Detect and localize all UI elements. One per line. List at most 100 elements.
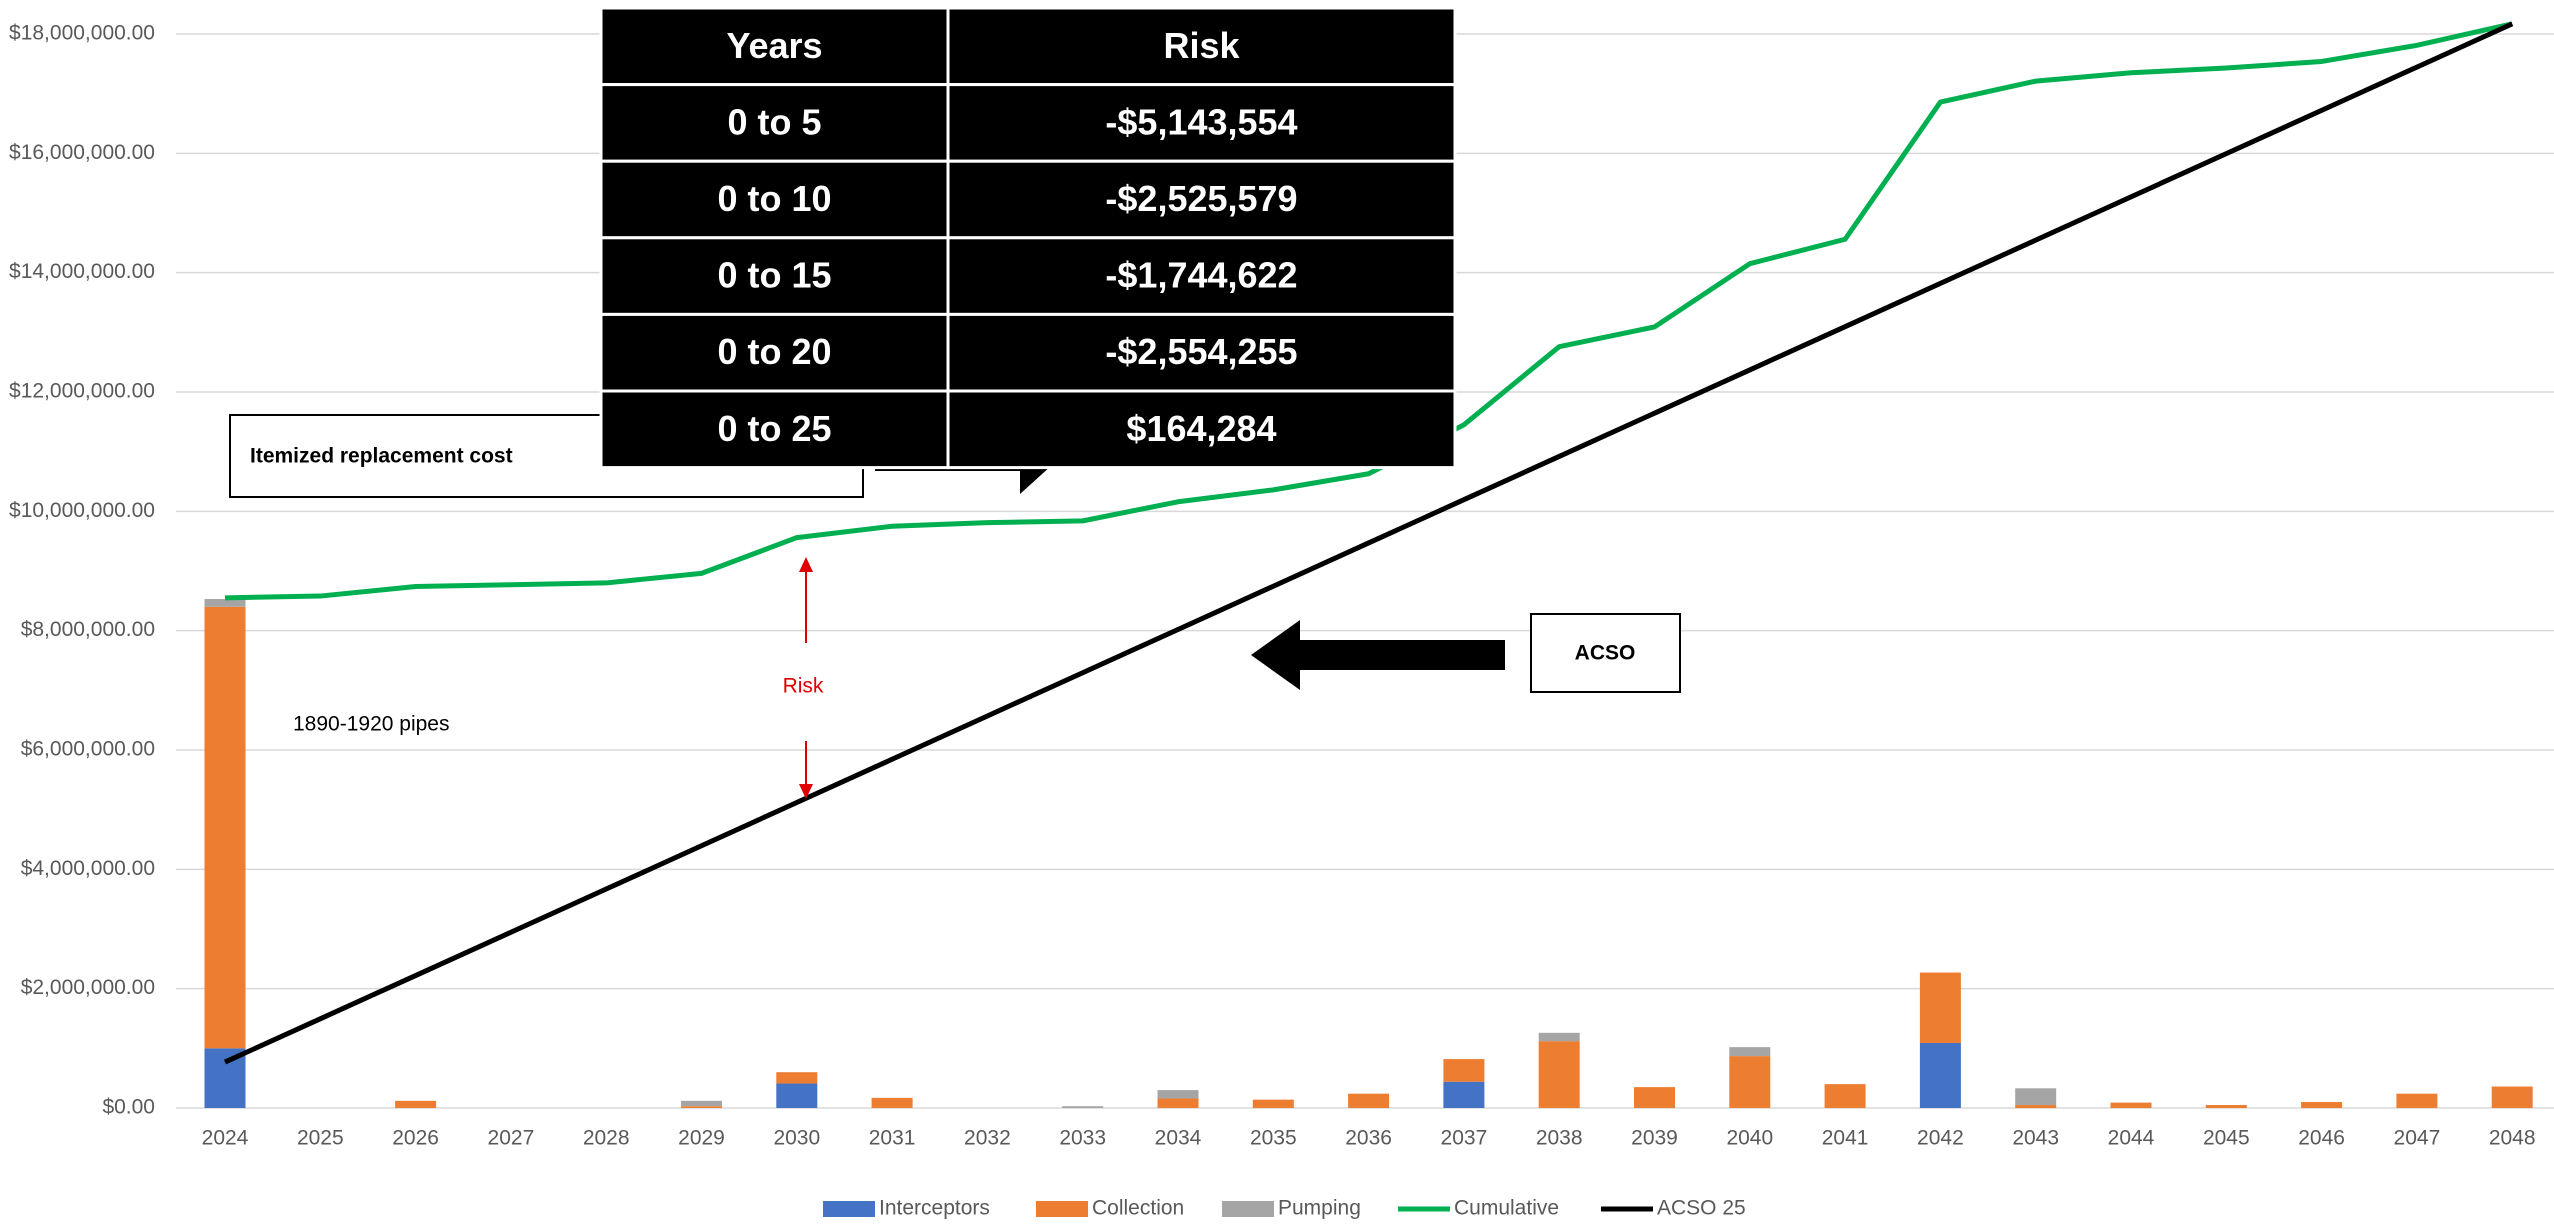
legend-label: ACSO 25 xyxy=(1657,1197,1746,1220)
x-tick-label: 2029 xyxy=(678,1127,725,1150)
x-tick-label: 2037 xyxy=(1441,1127,1488,1150)
table-cell xyxy=(599,389,950,470)
x-tick-label: 2046 xyxy=(2298,1127,2345,1150)
table-text: Years xyxy=(726,25,822,66)
table-cell xyxy=(946,6,1457,87)
x-tick-label: 2041 xyxy=(1822,1127,1869,1150)
legend-swatch xyxy=(1036,1201,1088,1217)
legend-swatch xyxy=(823,1201,875,1217)
legend: Interceptors Collection Pumping Cumulative A… xyxy=(823,1197,1746,1220)
table-text: 0 to 15 xyxy=(717,255,831,296)
bar xyxy=(681,1100,722,1107)
arrow-head xyxy=(799,557,813,572)
bar xyxy=(2015,1088,2057,1106)
bar xyxy=(1252,1099,1294,1108)
legend-label: Interceptors xyxy=(879,1197,990,1220)
bar xyxy=(204,599,246,607)
x-tick-label: 2036 xyxy=(1345,1127,1392,1150)
x-tick-label: 2048 xyxy=(2489,1127,2536,1150)
bar xyxy=(2491,1086,2533,1108)
bar xyxy=(1919,972,1961,1043)
x-tick-label: 2027 xyxy=(488,1127,535,1150)
y-tick-label: $4,000,000.00 xyxy=(21,857,155,880)
table-cell xyxy=(946,389,1457,470)
bar xyxy=(1062,1106,1104,1108)
y-tick-label: $18,000,000.00 xyxy=(9,22,155,45)
x-tick-label: 2030 xyxy=(773,1127,820,1150)
line xyxy=(223,21,2514,1065)
table-cell xyxy=(599,6,950,87)
legend-label: Cumulative xyxy=(1454,1197,1559,1220)
table-text: $164,284 xyxy=(1126,408,1276,449)
table-text: 0 to 5 xyxy=(727,101,821,142)
bar xyxy=(2110,1102,2152,1108)
bar xyxy=(1729,1056,1771,1108)
table-text: -$5,143,554 xyxy=(1105,101,1297,142)
bar xyxy=(1538,1032,1580,1042)
legend-label: Pumping xyxy=(1278,1197,1361,1220)
bar xyxy=(681,1106,722,1108)
x-tick-label: 2026 xyxy=(392,1127,439,1150)
bar xyxy=(776,1072,818,1084)
bar xyxy=(204,606,246,1049)
bar xyxy=(1443,1059,1485,1082)
bar xyxy=(1157,1090,1199,1099)
y-tick-label: $14,000,000.00 xyxy=(9,260,155,283)
bar xyxy=(871,1097,913,1108)
x-tick-label: 2033 xyxy=(1059,1127,1106,1150)
bar xyxy=(1824,1084,1866,1108)
legend-swatch xyxy=(1222,1201,1274,1217)
x-tick-label: 2040 xyxy=(1726,1127,1773,1150)
line xyxy=(224,21,2513,601)
table-text: -$1,744,622 xyxy=(1105,255,1297,296)
table-cell xyxy=(599,312,950,393)
y-tick-label: $8,000,000.00 xyxy=(21,618,155,641)
marks xyxy=(204,21,2533,1108)
annotation: Risk xyxy=(783,675,824,698)
table: Years Risk 0 to 5 -$5,143,554 0 to 10 -$2,525… xyxy=(599,6,1457,470)
y-tick-label: $0.00 xyxy=(102,1096,155,1119)
annotation: 1890-1920 pipes xyxy=(293,713,449,736)
y-tick-label: $2,000,000.00 xyxy=(21,976,155,999)
bar xyxy=(2396,1093,2438,1108)
x-tick-label: 2039 xyxy=(1631,1127,1678,1150)
annotation: Itemized replacement cost xyxy=(250,445,513,468)
table-text: 0 to 25 xyxy=(717,408,831,449)
bar xyxy=(1348,1093,1390,1108)
x-tick-label: 2031 xyxy=(869,1127,916,1150)
bar xyxy=(776,1083,818,1108)
x-tick-label: 2032 xyxy=(964,1127,1011,1150)
arrow-head xyxy=(799,784,813,799)
table-text: -$2,554,255 xyxy=(1105,331,1297,372)
x-tick-label: 2042 xyxy=(1917,1127,1964,1150)
bar xyxy=(1157,1098,1199,1108)
bar xyxy=(2015,1105,2057,1108)
x-tick-label: 2044 xyxy=(2108,1127,2155,1150)
table-text: -$2,525,579 xyxy=(1105,178,1297,219)
overlay: Itemized replacement cost ACSO Risk 1890… xyxy=(229,414,1681,799)
bar xyxy=(1443,1081,1485,1108)
table-text: 0 to 20 xyxy=(717,331,831,372)
bar xyxy=(2301,1102,2343,1108)
bar xyxy=(1729,1047,1771,1057)
x-tick-label: 2034 xyxy=(1155,1127,1202,1150)
table-text: 0 to 10 xyxy=(717,178,831,219)
legend-label: Collection xyxy=(1092,1197,1184,1220)
bar xyxy=(395,1100,437,1108)
x-tick-label: 2043 xyxy=(2012,1127,2059,1150)
x-tick-label: 2038 xyxy=(1536,1127,1583,1150)
grid: $0.00 $2,000,000.00 $4,000,000.00 $6,000,00… xyxy=(9,22,2554,1150)
x-tick-label: 2047 xyxy=(2394,1127,2441,1150)
y-tick-label: $6,000,000.00 xyxy=(21,738,155,761)
y-tick-label: $10,000,000.00 xyxy=(9,499,155,522)
x-tick-label: 2025 xyxy=(297,1127,344,1150)
arrow xyxy=(1251,620,1505,690)
y-tick-label: $16,000,000.00 xyxy=(9,141,155,164)
table-cell xyxy=(599,83,950,163)
bar xyxy=(1538,1041,1580,1108)
x-tick-label: 2035 xyxy=(1250,1127,1297,1150)
annotation: ACSO xyxy=(1575,642,1636,665)
annotation-box xyxy=(1530,613,1681,693)
table-text: Risk xyxy=(1163,25,1240,66)
